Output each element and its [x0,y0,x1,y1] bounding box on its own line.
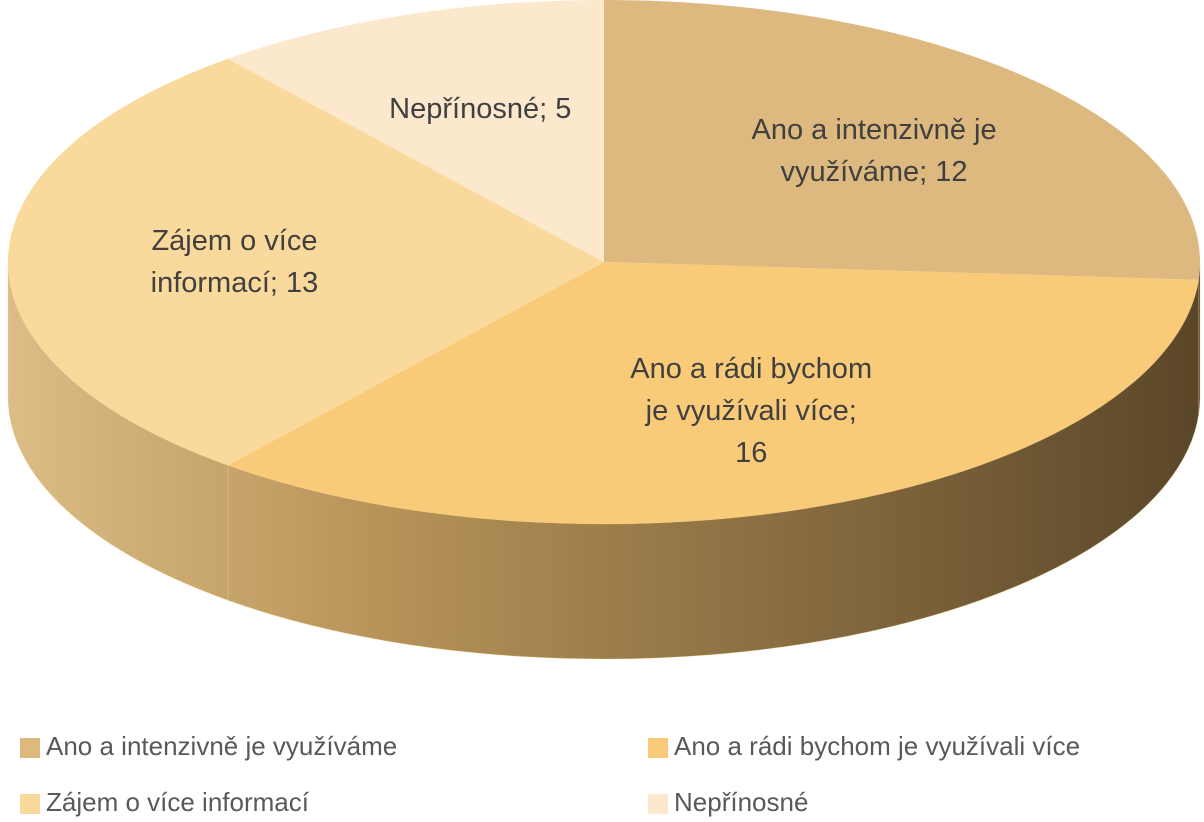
data-label-box: Nepřínosné; 5 [355,9,605,209]
legend-label: Zájem o více informací [46,787,310,817]
legend-swatch [648,738,668,758]
data-label-box: Zájem o více informací; 13 [109,162,359,362]
data-label-wrap: Ano a rádi bychom je využívali více; 16 [626,311,876,511]
data-label: Ano a intenzivně je využíváme; 12 [751,114,997,189]
legend-label: Ano a rádi bychom je využívali více [674,731,1080,761]
legend-label: Ano a intenzivně je využíváme [46,731,397,761]
data-label-wrap: Zájem o více informací; 13 [109,162,359,362]
data-label-box: Ano a rádi bychom je využívali více; 16 [626,311,876,511]
data-label: Nepřínosné; 5 [389,92,572,125]
pie-slice [227,262,1199,524]
data-label: Zájem o více informací; 13 [150,224,319,299]
legend-swatch [20,738,40,758]
legend-swatch [20,794,40,814]
pie-slice [604,0,1200,280]
data-label-box: Ano a intenzivně je využíváme; 12 [749,51,999,251]
pie-slice [7,58,605,466]
legend-label: Nepřínosné [674,787,808,817]
data-label-wrap: Nepřínosné; 5 [355,9,605,209]
data-label: Ano a rádi bychom je využívali více; 16 [630,352,873,469]
pie-slice [227,0,604,262]
data-label-wrap: Ano a intenzivně je využíváme; 12 [749,51,999,251]
legend-swatch [648,794,668,814]
